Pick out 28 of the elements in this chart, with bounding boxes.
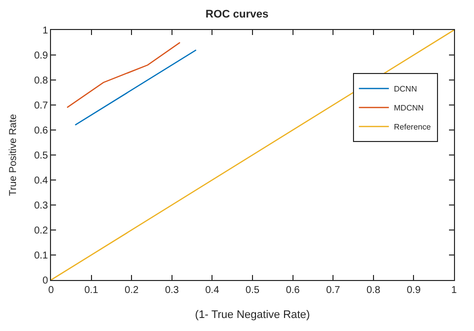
x-tick-label: 0.2 — [124, 285, 139, 296]
y-tick-label: 0 — [42, 276, 48, 286]
x-tick-label: 0.3 — [164, 285, 180, 296]
x-tick-label: 0.9 — [406, 285, 422, 296]
y-tick-label: 0.6 — [34, 126, 48, 136]
chart-title: ROC curves — [206, 8, 268, 21]
x-tick-label: 0.5 — [246, 285, 260, 296]
y-tick-label: 0.5 — [34, 150, 48, 162]
y-tick-label: 0.2 — [34, 226, 48, 236]
x-axis-title: (1- True Negative Rate) — [195, 309, 310, 322]
y-tick-label: 0.7 — [34, 100, 48, 112]
x-tick-label: 1 — [451, 285, 458, 296]
y-axis-title: True Positive Rate — [8, 114, 20, 196]
y-tick-label: 0.4 — [34, 176, 48, 186]
x-tick-label: 0.4 — [205, 285, 220, 296]
x-tick-label: 0.8 — [366, 285, 381, 296]
legend-label: Reference — [394, 122, 432, 132]
y-tick-label: 0.8 — [34, 76, 48, 86]
y-tick-label: 1 — [42, 26, 48, 36]
y-tick-label: 0.9 — [34, 50, 48, 62]
x-tick-label: 0.7 — [326, 285, 340, 296]
y-tick-label: 0.3 — [34, 200, 48, 212]
legend-label: MDCNN — [394, 104, 424, 113]
y-tick-label: 0.1 — [34, 250, 48, 262]
legend-label: DCNN — [394, 84, 418, 94]
line-series — [66, 42, 181, 108]
x-tick-label: 0.6 — [286, 285, 300, 296]
x-tick-label: 0.1 — [84, 285, 99, 296]
